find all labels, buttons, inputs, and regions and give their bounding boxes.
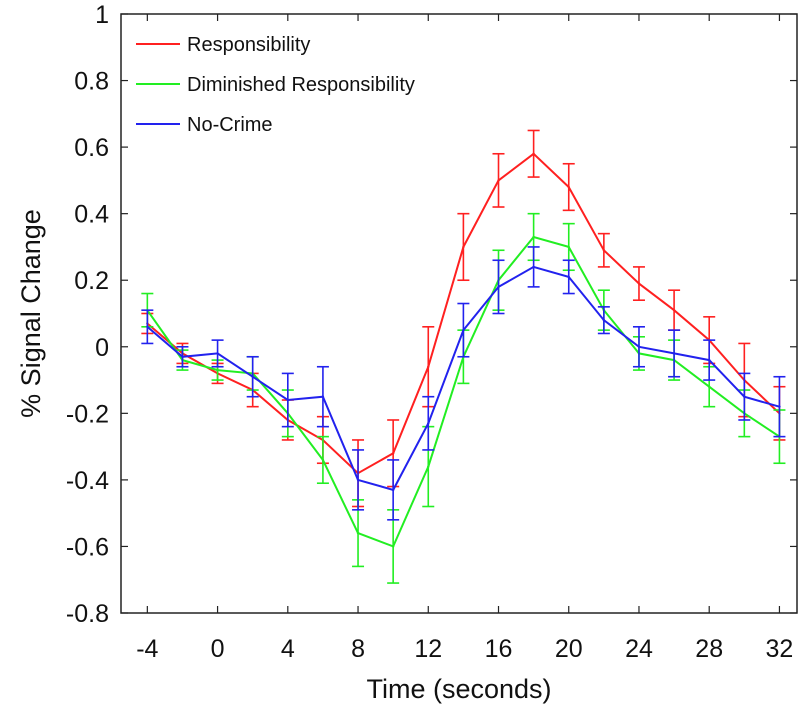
data-point [356, 478, 360, 482]
y-axis-title: % Signal Change [16, 209, 46, 418]
x-tick-label: 32 [766, 635, 794, 663]
x-tick-label: 16 [485, 635, 513, 663]
data-point [462, 245, 465, 249]
data-point [321, 458, 325, 462]
y-tick-label: 0 [95, 334, 109, 362]
data-point [532, 235, 535, 239]
data-point [672, 308, 676, 312]
data-point [497, 179, 500, 182]
data-point [356, 531, 360, 535]
series-line [146, 235, 780, 548]
series-layer [141, 129, 786, 584]
data-point [497, 285, 500, 289]
x-tick-label: 20 [555, 635, 583, 663]
plot-border [120, 13, 798, 614]
x-tick-label: 28 [695, 635, 723, 663]
series-2 [141, 246, 786, 521]
data-point [321, 395, 325, 398]
x-tick-label: 4 [281, 635, 295, 663]
data-point [637, 345, 641, 348]
data-point [602, 249, 606, 252]
data-point [637, 282, 641, 285]
data-point [427, 465, 430, 468]
y-tick-label: 0.2 [74, 267, 109, 295]
data-point [602, 318, 606, 322]
legend: Responsibility Diminished Responsibility N… [136, 34, 415, 136]
data-point [391, 545, 395, 548]
x-axis-title: Time (seconds) [366, 674, 551, 704]
x-tick-label: 8 [351, 635, 365, 663]
y-tick-label: 0.4 [74, 201, 109, 229]
data-point [567, 275, 570, 279]
data-point [391, 452, 395, 455]
data-point [567, 245, 570, 249]
x-tick-label: 0 [211, 635, 225, 663]
data-point [216, 352, 219, 355]
y-tick-label: 1 [95, 1, 109, 29]
y-tick-label: -0.6 [66, 533, 109, 561]
data-point [251, 375, 254, 378]
y-tick-label: -0.4 [66, 467, 109, 495]
data-point [216, 368, 219, 372]
data-point [567, 185, 570, 189]
y-tick-label: -0.2 [66, 400, 109, 428]
y-tick-label: -0.8 [66, 600, 109, 628]
plot-frame [120, 13, 798, 614]
data-point [427, 365, 430, 368]
data-point [462, 328, 465, 332]
legend-label: No-Crime [187, 114, 273, 136]
data-point [708, 385, 711, 388]
legend-label: Diminished Responsibility [187, 74, 415, 96]
legend-label: Responsibility [187, 34, 310, 56]
x-tick-label: -4 [136, 635, 158, 663]
data-point [708, 358, 711, 362]
data-point [146, 325, 149, 329]
data-point [391, 488, 395, 492]
data-point [427, 422, 430, 425]
data-point [672, 352, 676, 355]
data-point [743, 395, 746, 398]
data-point [181, 355, 184, 358]
y-tick-label: 0.8 [74, 68, 109, 96]
x-axis: -4 0 4 8 12 16 20 24 28 32 [136, 14, 793, 663]
y-tick-label: 0.6 [74, 134, 109, 162]
data-point [778, 405, 781, 408]
data-point [286, 398, 290, 402]
x-tick-label: 24 [625, 635, 653, 663]
x-tick-label: 12 [414, 635, 442, 663]
data-point [532, 265, 535, 269]
data-point [532, 152, 535, 155]
y-axis: -0.8 -0.6 -0.4 -0.2 0 0.2 0.4 0.6 0.8 1 [66, 1, 797, 628]
